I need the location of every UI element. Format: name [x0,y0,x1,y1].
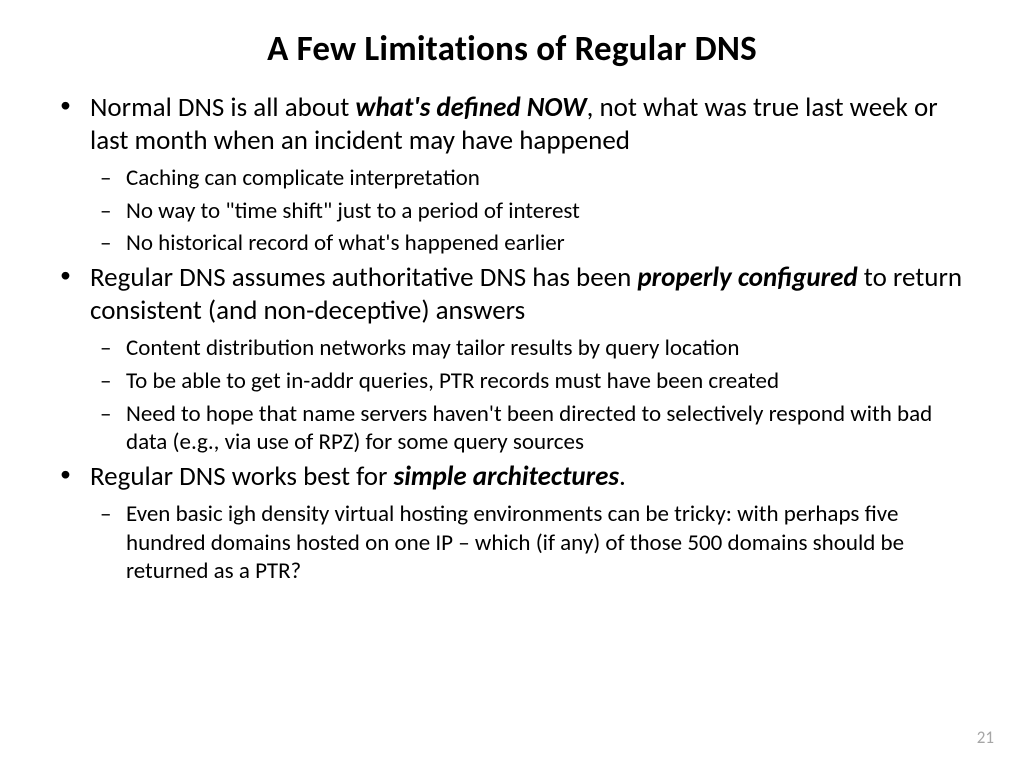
slide: A Few Limitations of Regular DNS Normal … [0,0,1024,768]
text-run: Content distribution networks may tailor… [126,334,739,362]
sub-bullet-list: Caching can complicate interpretation No … [90,164,974,258]
bullet-lvl2: No way to "time shift" just to a period … [90,197,974,226]
text-run: Need to hope that name servers haven't b… [126,400,932,457]
text-run: Regular DNS assumes authoritative DNS ha… [90,261,637,294]
text-run: simple architectures [394,460,619,493]
bullet-lvl2: To be able to get in-addr queries, PTR r… [90,367,974,396]
bullet-lvl2: No historical record of what's happened … [90,229,974,258]
text-run: Normal DNS is all about [90,91,355,124]
bullet-lvl1: Regular DNS works best for simple archit… [50,461,974,586]
text-run: what's defined NOW [355,91,586,124]
text-run: Caching can complicate interpretation [126,164,480,192]
bullet-lvl1: Normal DNS is all about what's defined N… [50,92,974,258]
text-run: . [619,460,626,493]
text-run: To be able to get in-addr queries, PTR r… [126,367,779,395]
text-run: Regular DNS works best for [90,460,394,493]
bullet-lvl2: Content distribution networks may tailor… [90,334,974,363]
text-run: properly configured [637,261,857,294]
sub-bullet-list: Content distribution networks may tailor… [90,334,974,457]
slide-title: A Few Limitations of Regular DNS [50,28,974,70]
bullet-list: Normal DNS is all about what's defined N… [50,92,974,586]
sub-bullet-list: Even basic igh density virtual hosting e… [90,500,974,586]
bullet-lvl1: Regular DNS assumes authoritative DNS ha… [50,262,974,457]
text-run: Even basic igh density virtual hosting e… [126,500,904,586]
text-run: No way to "time shift" just to a period … [126,197,580,225]
text-run: No historical record of what's happened … [126,229,565,257]
bullet-lvl2: Need to hope that name servers haven't b… [90,400,974,458]
bullet-lvl2: Caching can complicate interpretation [90,164,974,193]
page-number: 21 [977,727,994,748]
bullet-lvl2: Even basic igh density virtual hosting e… [90,500,974,586]
